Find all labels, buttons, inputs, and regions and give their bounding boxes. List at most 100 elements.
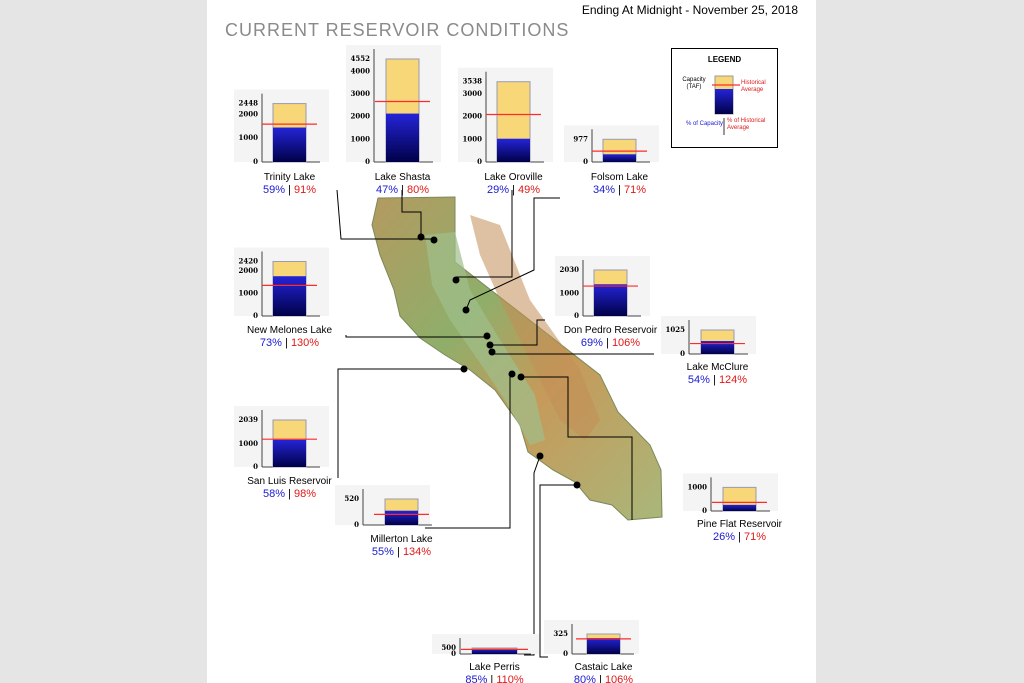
pct-historical: 49% [518, 184, 540, 196]
report-date: Ending At Midnight - November 25, 2018 [581, 3, 798, 17]
tick-label: 977 [573, 134, 588, 143]
pct-historical: 134% [403, 546, 431, 558]
tick-label: 2000 [351, 112, 371, 121]
legend-swatch [712, 75, 740, 135]
reservoir-percentages: 58% | 98% [263, 488, 316, 500]
connector-castaic-lake [539, 484, 577, 658]
reservoir-name: Lake Shasta [375, 172, 431, 183]
pct-separator: | [596, 674, 605, 683]
page-title: CURRENT RESERVOIR CONDITIONS [225, 20, 570, 40]
reservoir-percentages: 69% | 106% [581, 337, 640, 349]
reservoir-name: Trinity Lake [264, 172, 316, 183]
connector-millerton-lake [425, 374, 511, 529]
legend-storage-swatch [715, 89, 733, 114]
pct-historical: 80% [407, 184, 429, 196]
marker-millerton-lake [508, 370, 516, 378]
tick-label: 1000 [688, 482, 708, 491]
storage-bar [723, 504, 756, 511]
connector-lake-oroville [456, 190, 513, 278]
tick-label: 3000 [351, 89, 371, 98]
reservoir-percentages: 29% | 49% [487, 184, 540, 196]
tick-label: 1000 [239, 439, 259, 448]
pct-separator: | [285, 184, 294, 196]
reservoir-name: New Melones Lake [247, 325, 332, 336]
tick-label: 1000 [463, 134, 483, 143]
legend-capacity-label: Capacity (TAF) [682, 77, 706, 90]
reservoir-name: Castaic Lake [575, 662, 633, 673]
reservoir-percentages: 47% | 80% [376, 184, 429, 196]
pct-capacity: 54% [688, 374, 710, 386]
tick-label: 0 [253, 311, 258, 320]
legend-pct-capacity-label: % of Capacity [685, 121, 723, 127]
storage-bar [385, 510, 418, 525]
pct-historical: 124% [719, 374, 747, 386]
storage-bar [386, 113, 419, 162]
marker-lake-mcclure [488, 348, 496, 356]
pct-capacity: 26% [713, 531, 735, 543]
tick-label: 520 [344, 494, 359, 503]
marker-pine-flat-reservoir [517, 373, 525, 381]
marker-san-luis-reservoir [460, 365, 468, 373]
pct-capacity: 59% [263, 184, 285, 196]
tick-label: 0 [253, 157, 258, 166]
reservoir-name: Don Pedro Reservoir [564, 325, 658, 336]
pct-separator: | [398, 184, 407, 196]
tick-label: 2039 [239, 415, 259, 424]
connector-don-pedro-reservoir [490, 319, 545, 346]
tick-label: 0 [477, 157, 482, 166]
reservoir-percentages: 85% | 110% [465, 674, 524, 683]
storage-bar [273, 439, 306, 467]
tick-label: 0 [702, 506, 707, 515]
pct-historical: 130% [291, 337, 319, 349]
pct-capacity: 29% [487, 184, 509, 196]
tick-label: 325 [553, 629, 568, 638]
connector-san-luis-reservoir [337, 368, 464, 478]
reservoir-percentages: 26% | 71% [713, 531, 766, 543]
marker-castaic-lake [573, 481, 581, 489]
storage-bar [497, 138, 530, 162]
reservoir-name: Lake Oroville [484, 172, 543, 183]
legend-title: LEGEND [707, 55, 742, 64]
pct-historical: 71% [624, 184, 646, 196]
reservoir-name: Pine Flat Reservoir [697, 519, 783, 530]
reservoir-name: Lake McClure [687, 362, 749, 373]
pct-capacity: 69% [581, 337, 603, 349]
reservoir-percentages: 55% | 134% [372, 546, 431, 558]
pct-historical: 71% [744, 531, 766, 543]
pct-separator: | [285, 488, 294, 500]
marker-lake-shasta [417, 233, 425, 241]
tick-label: 1000 [239, 288, 259, 297]
tick-label: 1000 [239, 133, 259, 142]
tick-label: 2000 [239, 266, 259, 275]
connector-lake-shasta [401, 190, 422, 237]
pct-historical: 110% [496, 674, 524, 683]
storage-bar [594, 284, 627, 316]
tick-label: 2000 [239, 109, 259, 118]
storage-bar [273, 127, 306, 162]
tick-label: 0 [354, 520, 359, 529]
tick-label: 0 [563, 649, 568, 658]
storage-bar [273, 276, 306, 316]
tick-label: 3000 [463, 89, 483, 98]
tick-label: 2030 [560, 265, 580, 274]
connector-folsom-lake [465, 197, 560, 311]
marker-don-pedro-reservoir [486, 341, 494, 349]
marker-folsom-lake [462, 306, 470, 314]
storage-bar [587, 638, 620, 654]
reservoir-name: Millerton Lake [370, 534, 433, 545]
tick-label: 500 [441, 643, 456, 652]
pct-historical: 98% [294, 488, 316, 500]
reservoir-percentages: 80% | 106% [574, 674, 633, 683]
tick-label: 4552 [351, 54, 371, 63]
